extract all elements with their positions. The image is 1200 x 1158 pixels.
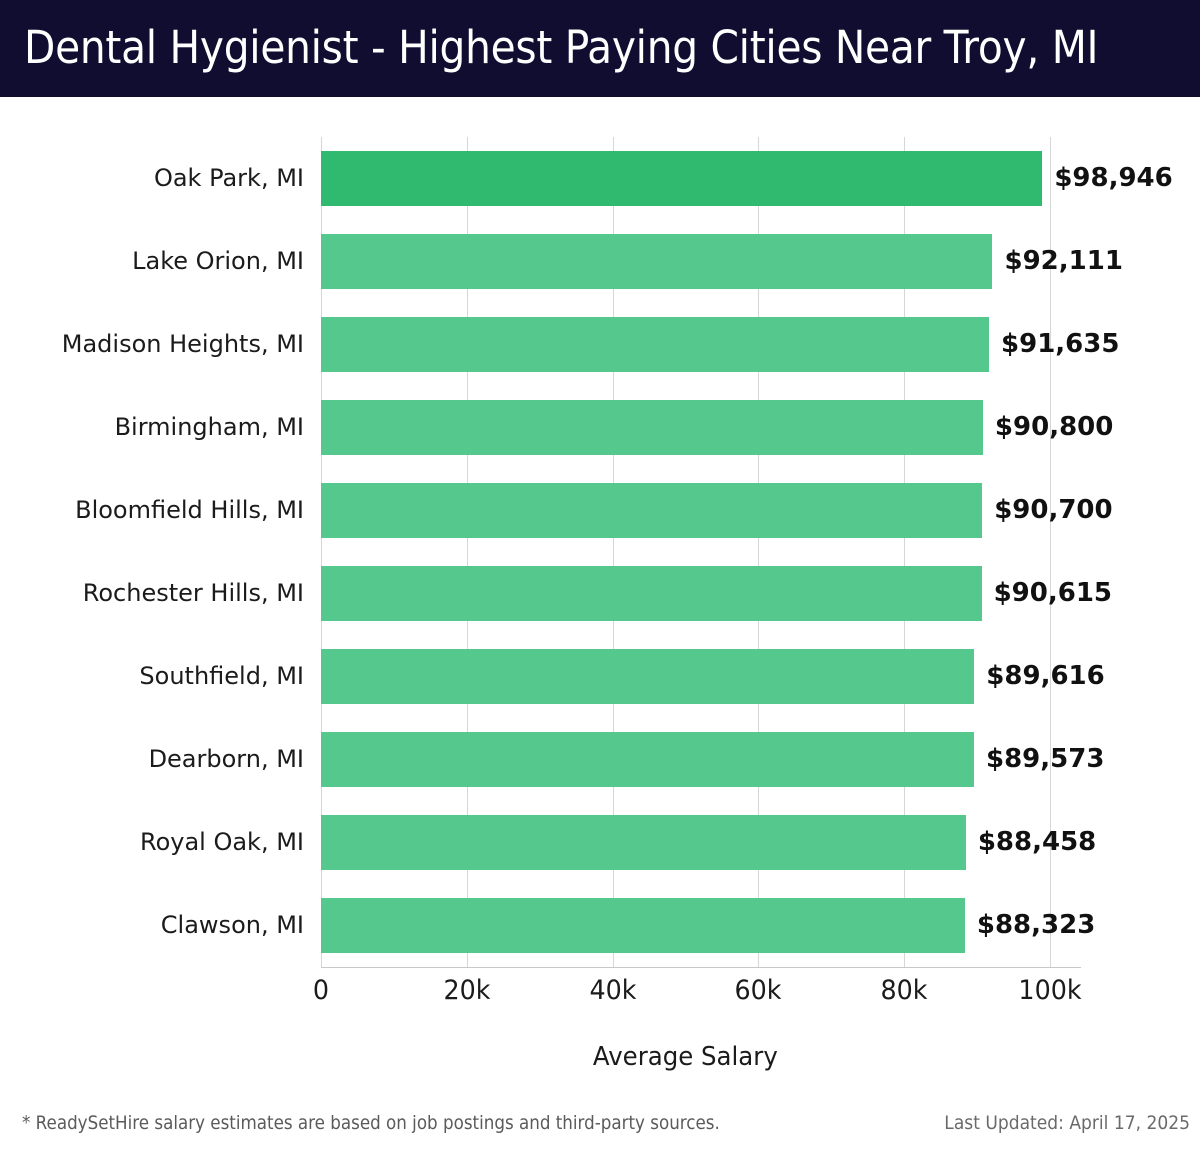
x-tick-label-text: 60k xyxy=(734,975,782,1006)
bar-row[interactable]: $88,458 xyxy=(321,801,1096,884)
category-label: Oak Park, MI xyxy=(153,164,304,192)
bar[interactable] xyxy=(321,317,990,372)
gridline xyxy=(1050,137,1051,967)
category-label: Royal Oak, MI xyxy=(139,828,304,856)
bar-value-label: $92,111 xyxy=(1004,246,1123,276)
bar[interactable] xyxy=(321,151,1043,206)
x-tick-label-text: 80k xyxy=(880,975,928,1006)
bar-value-label: $90,615 xyxy=(993,578,1112,608)
bar[interactable] xyxy=(321,898,965,953)
bar-value-label: $91,635 xyxy=(1001,329,1120,359)
category-label: Bloomfield Hills, MI xyxy=(75,496,304,524)
plot-area: $98,946 $92,111 $91,635 $90,800 $90,700 $90,6… xyxy=(321,137,1173,967)
bar-value-label: $88,458 xyxy=(977,827,1097,857)
category-label: Clawson, MI xyxy=(160,911,304,939)
bar[interactable] xyxy=(321,483,983,538)
bar-row[interactable]: $90,800 xyxy=(321,386,1113,469)
x-tick-label: 100k xyxy=(1016,975,1083,1006)
page-title: Dental Hygienist - Highest Paying Cities… xyxy=(24,21,1099,74)
footer-disclaimer: * ReadySetHire salary estimates are base… xyxy=(22,1112,720,1134)
x-axis-ticks: 0 20k 40k 60k 80k 100k xyxy=(0,975,1200,1019)
bar[interactable] xyxy=(321,566,982,621)
category-label: Madison Heights, MI xyxy=(61,330,304,358)
category-label: Dearborn, MI xyxy=(148,745,304,773)
x-axis-title-text: Average Salary xyxy=(593,1042,778,1072)
bar[interactable] xyxy=(321,234,993,289)
x-tick-label: 40k xyxy=(588,975,638,1006)
bar-value-label: $90,800 xyxy=(994,412,1114,442)
category-label: Rochester Hills, MI xyxy=(82,579,304,607)
gridline xyxy=(321,137,322,967)
gridline xyxy=(612,137,614,967)
gridline xyxy=(466,137,468,967)
bar-value-label: $98,946 xyxy=(1054,163,1173,193)
x-tick-label: 80k xyxy=(879,975,929,1006)
gridline xyxy=(758,137,760,967)
bar-row[interactable]: $91,635 xyxy=(321,303,1119,386)
bar[interactable] xyxy=(321,649,975,704)
y-axis-labels: Oak Park, MI Lake Orion, MI Madison Height… xyxy=(0,137,321,967)
x-axis-line xyxy=(321,967,1081,968)
bar-row[interactable]: $90,615 xyxy=(321,552,1112,635)
category-label: Birmingham, MI xyxy=(114,413,304,441)
bar-value-label: $89,616 xyxy=(986,661,1105,691)
bar[interactable] xyxy=(321,732,974,787)
bar-value-label: $88,323 xyxy=(976,910,1096,940)
bar-row[interactable]: $88,323 xyxy=(321,884,1095,967)
footer-last-updated: Last Updated: April 17, 2025 xyxy=(944,1112,1190,1134)
x-tick-label-text: 0 xyxy=(312,975,330,1006)
title-banner: Dental Hygienist - Highest Paying Cities… xyxy=(0,0,1200,97)
bar-row[interactable]: $89,573 xyxy=(321,718,1104,801)
chart-container: $98,946 $92,111 $91,635 $90,800 $90,700 $90,6… xyxy=(0,97,1200,1097)
bar-row[interactable]: $90,700 xyxy=(321,469,1113,552)
bar-row[interactable]: $92,111 xyxy=(321,220,1123,303)
bar[interactable] xyxy=(321,815,966,870)
bar-value-label: $90,700 xyxy=(994,495,1113,525)
x-tick-label-text: 40k xyxy=(589,975,637,1006)
x-tick-label-text: 20k xyxy=(443,975,491,1006)
x-tick-label: 0 xyxy=(312,975,329,1006)
gridline xyxy=(904,137,906,967)
x-axis-title: Average Salary xyxy=(321,1042,1050,1072)
bar-value-label: $89,573 xyxy=(985,744,1105,774)
category-label: Southfield, MI xyxy=(139,662,304,690)
bar-row[interactable]: $98,946 xyxy=(321,137,1173,220)
x-tick-label: 60k xyxy=(733,975,783,1006)
bar[interactable] xyxy=(321,400,983,455)
footer: * ReadySetHire salary estimates are base… xyxy=(0,1112,1200,1158)
x-tick-label: 20k xyxy=(442,975,492,1006)
category-label: Lake Orion, MI xyxy=(132,247,304,275)
bar-row[interactable]: $89,616 xyxy=(321,635,1105,718)
x-tick-label-text: 100k xyxy=(1018,975,1082,1006)
